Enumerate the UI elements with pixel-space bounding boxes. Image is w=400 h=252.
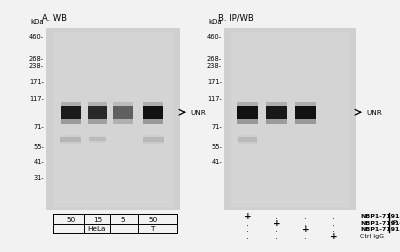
Text: Ctrl IgG: Ctrl IgG bbox=[360, 233, 384, 238]
Bar bbox=[88, 106, 107, 119]
Text: 50: 50 bbox=[148, 216, 158, 222]
Bar bbox=[237, 119, 258, 124]
Bar bbox=[142, 136, 164, 137]
Bar bbox=[144, 103, 163, 106]
Bar bbox=[295, 103, 316, 106]
Text: 460-: 460- bbox=[207, 34, 222, 40]
Text: kDa: kDa bbox=[208, 19, 222, 25]
Text: HeLa: HeLa bbox=[88, 226, 106, 232]
Bar bbox=[238, 136, 257, 137]
Text: .: . bbox=[275, 225, 278, 234]
Text: 31-: 31- bbox=[33, 174, 44, 180]
Text: 238-: 238- bbox=[29, 62, 44, 68]
Text: NBP1-71915: NBP1-71915 bbox=[360, 227, 400, 232]
Text: .: . bbox=[246, 225, 249, 234]
Text: 71-: 71- bbox=[211, 124, 222, 130]
Bar bbox=[142, 142, 164, 144]
Text: .: . bbox=[275, 211, 278, 220]
Text: 5: 5 bbox=[121, 216, 125, 222]
Bar bbox=[295, 106, 316, 119]
Text: .: . bbox=[246, 231, 249, 240]
Text: .: . bbox=[332, 225, 335, 234]
Text: UNR: UNR bbox=[190, 110, 206, 116]
Text: kDa: kDa bbox=[30, 19, 44, 25]
Text: 71-: 71- bbox=[33, 124, 44, 130]
Bar bbox=[266, 103, 287, 106]
Bar bbox=[60, 136, 82, 137]
Text: 460-: 460- bbox=[29, 34, 44, 40]
Text: 55-: 55- bbox=[33, 143, 44, 149]
Text: 171-: 171- bbox=[29, 79, 44, 85]
Text: 171-: 171- bbox=[207, 79, 222, 85]
Text: 41-: 41- bbox=[211, 159, 222, 164]
Text: 117-: 117- bbox=[29, 96, 44, 102]
Text: 117-: 117- bbox=[207, 96, 222, 102]
Bar bbox=[266, 119, 287, 124]
Bar bbox=[295, 119, 316, 124]
Text: 55-: 55- bbox=[211, 143, 222, 149]
Text: 268-: 268- bbox=[207, 56, 222, 62]
Text: .: . bbox=[332, 211, 335, 220]
Text: T: T bbox=[151, 226, 155, 232]
Bar bbox=[238, 137, 257, 142]
Bar bbox=[61, 119, 80, 124]
Text: 41-: 41- bbox=[33, 159, 44, 164]
Bar bbox=[224, 29, 356, 210]
Bar bbox=[46, 29, 180, 210]
Text: NBP1-71914: NBP1-71914 bbox=[360, 220, 400, 225]
Bar bbox=[238, 142, 257, 144]
Text: .: . bbox=[275, 231, 278, 240]
Text: UNR: UNR bbox=[366, 110, 382, 116]
Bar bbox=[88, 119, 107, 124]
Text: +: + bbox=[330, 231, 337, 240]
Text: 268-: 268- bbox=[29, 56, 44, 62]
Text: +: + bbox=[273, 218, 281, 227]
Text: .: . bbox=[304, 218, 307, 227]
Bar bbox=[53, 33, 173, 207]
Bar bbox=[144, 119, 163, 124]
Text: IP: IP bbox=[392, 219, 398, 226]
Bar bbox=[60, 142, 82, 144]
Bar bbox=[237, 103, 258, 106]
Text: .: . bbox=[304, 231, 307, 240]
Text: A. WB: A. WB bbox=[42, 14, 67, 23]
Bar bbox=[237, 106, 258, 119]
Bar bbox=[61, 103, 80, 106]
Text: .: . bbox=[304, 211, 307, 220]
Bar bbox=[60, 137, 82, 142]
Text: +: + bbox=[302, 225, 310, 234]
Bar bbox=[89, 142, 106, 144]
Bar bbox=[144, 106, 163, 119]
Bar bbox=[89, 137, 106, 142]
Text: .: . bbox=[246, 218, 249, 227]
Text: NBP1-71913: NBP1-71913 bbox=[360, 213, 400, 218]
Bar bbox=[142, 137, 164, 142]
Bar bbox=[113, 119, 133, 124]
Bar bbox=[266, 106, 287, 119]
Text: B. IP/WB: B. IP/WB bbox=[218, 14, 254, 23]
Bar bbox=[230, 33, 350, 207]
Bar bbox=[61, 106, 80, 119]
Bar bbox=[113, 103, 133, 106]
Bar bbox=[89, 136, 106, 137]
Text: .: . bbox=[332, 218, 335, 227]
Text: +: + bbox=[244, 211, 252, 220]
Text: 50: 50 bbox=[66, 216, 76, 222]
Text: 15: 15 bbox=[93, 216, 102, 222]
Bar bbox=[88, 103, 107, 106]
Bar bbox=[113, 106, 133, 119]
Text: 238-: 238- bbox=[207, 62, 222, 68]
